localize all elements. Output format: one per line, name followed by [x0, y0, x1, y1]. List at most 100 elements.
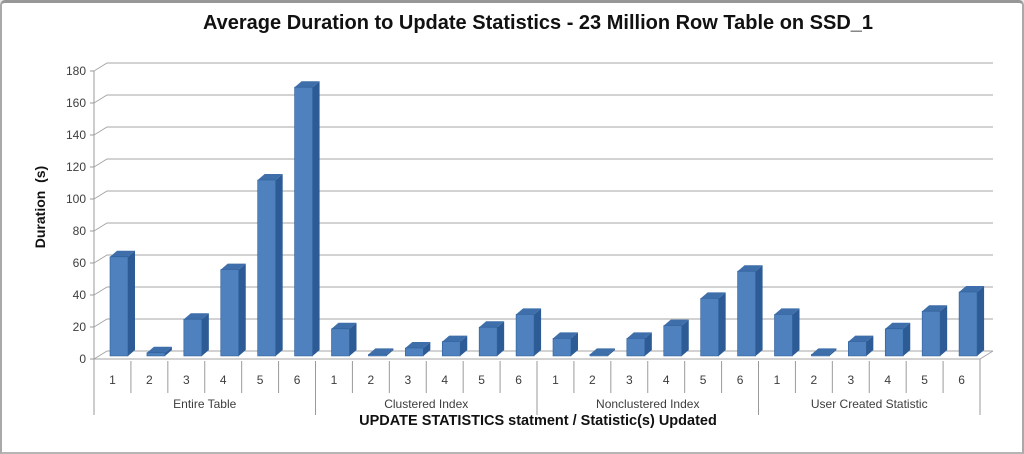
bar-face [405, 342, 431, 348]
bar-face [811, 348, 837, 355]
bar-face [626, 332, 652, 339]
y-tick-label: 40 [73, 288, 87, 302]
bar-face [405, 347, 424, 357]
bar-face [958, 291, 978, 357]
bar-face [516, 308, 542, 315]
bar-face [737, 270, 756, 357]
gridline [93, 62, 993, 72]
bar-nonclustered-index-1 [552, 332, 578, 357]
bar-clustered-index-4 [441, 335, 468, 357]
y-tick-label: 60 [73, 256, 87, 270]
category-label: 3 [626, 373, 633, 387]
y-tick-label: 160 [66, 96, 86, 110]
bar-face [460, 335, 468, 356]
category-label: 4 [884, 373, 891, 387]
bar-face [220, 263, 246, 270]
x-axis-title: UPDATE STATISTICS statment / Statistic(s… [359, 413, 717, 429]
bar-face [940, 305, 948, 356]
category-label: 6 [515, 373, 522, 387]
bar-face [848, 335, 874, 342]
bar-face [257, 179, 276, 357]
bar-face [201, 313, 209, 356]
bar-entire-table-6 [294, 81, 320, 357]
bar-clustered-index-5 [478, 321, 505, 357]
category-label: 4 [663, 373, 670, 387]
category-label: 3 [183, 373, 190, 387]
bar-face [294, 86, 313, 357]
category-label: 6 [294, 373, 301, 387]
gridline [93, 190, 993, 200]
category-label: 3 [404, 373, 411, 387]
bar-face [497, 321, 505, 356]
bar-face [885, 322, 911, 329]
bar-user-created-statistic-1 [774, 308, 800, 357]
bar-face [884, 328, 904, 357]
bar-face [220, 269, 240, 357]
category-label: 5 [921, 373, 928, 387]
bar-entire-table-1 [109, 250, 135, 357]
category-label: 5 [478, 373, 485, 387]
bar-face [331, 328, 350, 357]
bar-face [146, 352, 166, 357]
bar-entire-table-2 [146, 346, 172, 357]
bar-nonclustered-index-6 [737, 265, 763, 357]
gridline [93, 286, 993, 296]
chart-title: Average Duration to Update Statistics - … [202, 12, 874, 34]
bar-nonclustered-index-2 [589, 348, 615, 357]
bar-face [829, 348, 837, 356]
gridline [93, 318, 993, 328]
group-label: Entire Table [173, 397, 236, 411]
bar-face [903, 322, 911, 356]
bar-face [442, 335, 468, 342]
bar-face [792, 308, 800, 356]
bar-face [110, 250, 135, 257]
category-label: 1 [331, 373, 338, 387]
bar-user-created-statistic-5 [921, 305, 948, 357]
bar-face [774, 314, 793, 357]
bar-face [811, 354, 830, 357]
bar-face [275, 174, 283, 356]
bar-entire-table-3 [183, 313, 209, 357]
category-label: 2 [146, 373, 153, 387]
group-label: User Created Statistic [811, 397, 928, 411]
y-tick-label: 20 [73, 320, 87, 334]
bar-face [663, 319, 689, 326]
bar-face [331, 322, 357, 329]
bar-face [294, 81, 320, 88]
bar-face [368, 348, 394, 355]
bar-face [589, 348, 615, 355]
bar-face [589, 354, 609, 357]
bar-face [368, 354, 387, 357]
bar-face [312, 81, 320, 356]
bar-face [146, 346, 172, 353]
bar-clustered-index-6 [515, 308, 542, 357]
y-tick-label: 100 [66, 192, 86, 206]
bar-face [534, 308, 542, 356]
bar-face [183, 318, 203, 357]
bar-entire-table-4 [220, 263, 246, 357]
bar-face [848, 341, 867, 357]
gridline [93, 158, 993, 168]
bar-face [257, 174, 283, 180]
category-label: 6 [737, 373, 744, 387]
bar-clustered-index-1 [331, 322, 357, 357]
bar-face [737, 265, 763, 272]
category-label: 6 [958, 373, 965, 387]
category-label: 2 [811, 373, 818, 387]
bar-clustered-index-3 [405, 342, 431, 357]
category-label: 1 [552, 373, 559, 387]
bar-face [128, 250, 135, 356]
gridline [93, 222, 993, 232]
y-tick-label: 180 [66, 64, 86, 78]
bar-nonclustered-index-4 [663, 319, 689, 357]
bar-face [626, 338, 646, 357]
category-label: 4 [220, 373, 227, 387]
category-label: 3 [847, 373, 854, 387]
category-label: 4 [441, 373, 448, 387]
bar-face [109, 256, 129, 357]
bar-face [607, 348, 615, 356]
bar-user-created-statistic-3 [848, 335, 874, 357]
bar-face [663, 325, 683, 357]
bar-face [183, 313, 209, 320]
